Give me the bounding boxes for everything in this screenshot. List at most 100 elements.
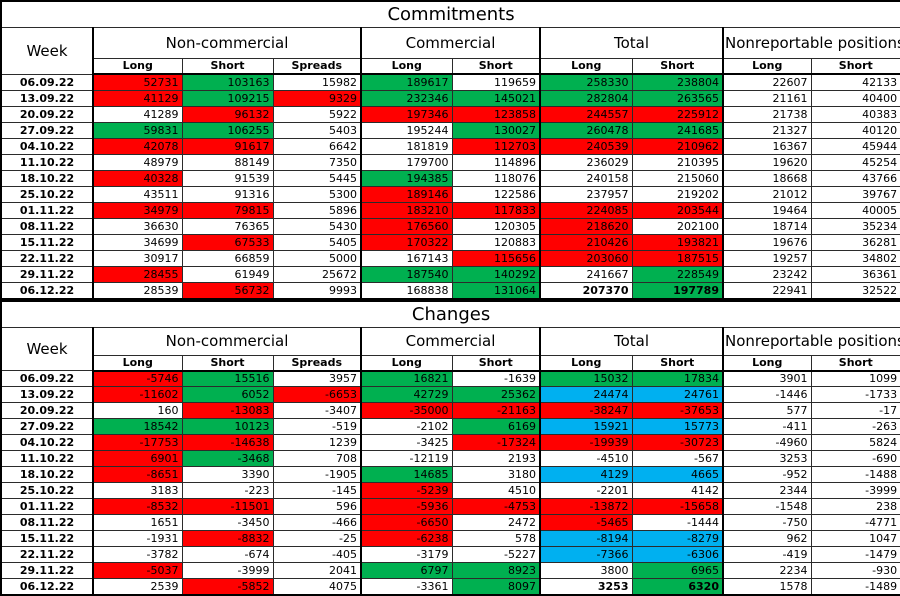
week-cell: 25.10.22 [1,483,93,499]
value-cell: -1444 [632,515,723,531]
value-cell: 241667 [540,266,632,282]
value-cell: 6052 [182,387,273,403]
value-cell: -3999 [182,563,273,579]
commitments-table: Commitments Week Non-commercial Commerci… [0,0,900,300]
value-cell: -19939 [540,435,632,451]
value-cell: 228549 [632,266,723,282]
value-cell: -3999 [811,483,900,499]
value-cell: -37653 [632,403,723,419]
value-cell: -21163 [452,403,540,419]
value-cell: 5896 [273,202,361,218]
value-cell: 1047 [811,531,900,547]
value-cell: 91539 [182,170,273,186]
value-cell: 3253 [723,451,811,467]
value-cell: -6306 [632,547,723,563]
value-cell: 16367 [723,138,811,154]
week-cell: 11.10.22 [1,451,93,467]
value-cell: 8923 [452,563,540,579]
value-cell: 41129 [93,90,182,106]
value-cell: -674 [182,547,273,563]
value-cell: 25362 [452,387,540,403]
value-cell: -8651 [93,467,182,483]
value-cell: -13083 [182,403,273,419]
week-cell: 20.09.22 [1,403,93,419]
title-row: Changes [1,301,900,328]
value-cell: 218620 [540,218,632,234]
week-header: Week [1,327,93,371]
value-cell: 15921 [540,419,632,435]
value-cell: -750 [723,515,811,531]
value-cell: 5403 [273,122,361,138]
week-cell: 06.12.22 [1,579,93,596]
week-cell: 25.10.22 [1,186,93,202]
value-cell: 4665 [632,467,723,483]
week-cell: 06.09.22 [1,74,93,90]
week-cell: 27.09.22 [1,122,93,138]
value-cell: 40005 [811,202,900,218]
week-cell: 29.11.22 [1,266,93,282]
value-cell: 91316 [182,186,273,202]
value-cell: 2041 [273,563,361,579]
value-cell: 3180 [452,467,540,483]
value-cell: 79815 [182,202,273,218]
value-cell: 183210 [361,202,452,218]
value-cell: 2344 [723,483,811,499]
value-cell: 36630 [93,218,182,234]
value-cell: 4510 [452,483,540,499]
value-cell: 215060 [632,170,723,186]
value-cell: 5824 [811,435,900,451]
value-cell: 224085 [540,202,632,218]
value-cell: 6642 [273,138,361,154]
value-cell: 240158 [540,170,632,186]
value-cell: -3361 [361,579,452,596]
value-cell: -17324 [452,435,540,451]
value-cell: 18542 [93,419,182,435]
value-cell: 8097 [452,579,540,596]
value-cell: 5445 [273,170,361,186]
value-cell: 2472 [452,515,540,531]
value-cell: 577 [723,403,811,419]
value-cell: 42729 [361,387,452,403]
value-cell: 170322 [361,234,452,250]
value-cell: 117833 [452,202,540,218]
value-cell: 103163 [182,74,273,90]
week-cell: 04.10.22 [1,138,93,154]
value-cell: -567 [632,451,723,467]
value-cell: 244557 [540,106,632,122]
value-cell: -17753 [93,435,182,451]
week-cell: 22.11.22 [1,547,93,563]
value-cell: 3253 [540,579,632,596]
value-cell: 96132 [182,106,273,122]
value-cell: 19257 [723,250,811,266]
value-cell: 40400 [811,90,900,106]
value-cell: 258330 [540,74,632,90]
value-cell: 48979 [93,154,182,170]
value-cell: 41289 [93,106,182,122]
value-cell: 123858 [452,106,540,122]
col-header-nr-long: Long [723,355,811,371]
value-cell: 15982 [273,74,361,90]
value-cell: 40120 [811,122,900,138]
week-cell: 15.11.22 [1,234,93,250]
value-cell: 4142 [632,483,723,499]
value-cell: 40383 [811,106,900,122]
value-cell: 2193 [452,451,540,467]
value-cell: 181819 [361,138,452,154]
value-cell: -12119 [361,451,452,467]
value-cell: 7350 [273,154,361,170]
value-cell: -8532 [93,499,182,515]
value-cell: 260478 [540,122,632,138]
value-cell: 167143 [361,250,452,266]
value-cell: -1733 [811,387,900,403]
value-cell: -3468 [182,451,273,467]
value-cell: 30917 [93,250,182,266]
group-header-commercial: Commercial [361,28,540,59]
value-cell: -3782 [93,547,182,563]
